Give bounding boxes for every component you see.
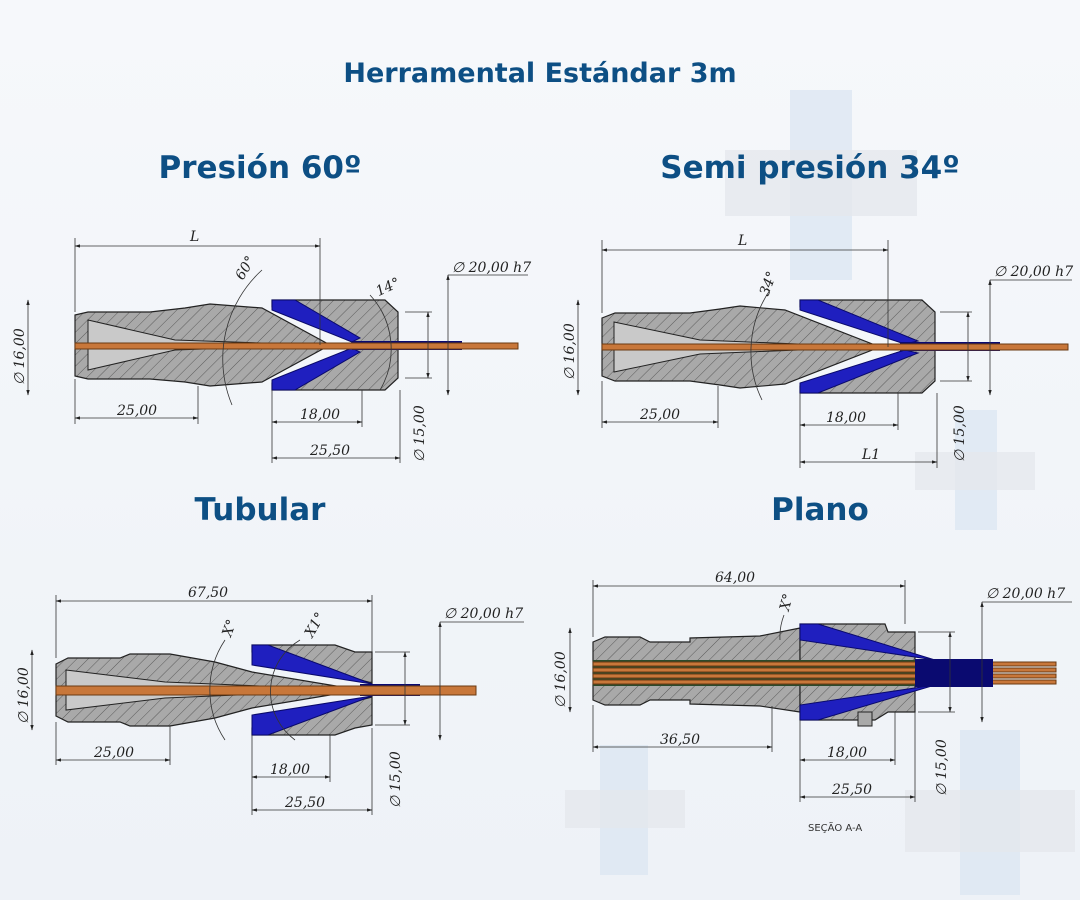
page-title: Herramental Estándar 3m xyxy=(343,58,737,89)
section-title-tubular: Tubular xyxy=(194,492,326,528)
dim-angle-34: 34° xyxy=(757,269,781,298)
dim-18: 18,00 xyxy=(270,762,310,778)
tool-holder xyxy=(251,644,373,736)
background-plus-decoration xyxy=(725,150,917,216)
dim-angle-60: 60° xyxy=(233,253,259,283)
dim-dia-20: ∅ 20,00 h7 xyxy=(994,264,1073,280)
dim-dia-16: ∅ 16,00 xyxy=(562,323,578,380)
drawing-plano: 64,00 X° ∅ 20,00 h7 ∅ 16,00 36,50 18,00 … xyxy=(553,570,1072,834)
conductor-tube xyxy=(55,685,477,696)
dim-25: 25,00 xyxy=(93,745,134,761)
dim-L: L xyxy=(737,233,747,249)
dim-L: L xyxy=(189,229,199,245)
dim-dia-15: ∅ 15,00 xyxy=(388,751,404,808)
dim-angle-X: X° xyxy=(219,617,240,639)
dim-18: 18,00 xyxy=(826,410,866,426)
drawing-tubular: 67,50 X° X1° ∅ 20,00 h7 ∅ 16,00 25,00 18… xyxy=(16,585,524,815)
core-tip xyxy=(915,659,993,687)
flat-wire xyxy=(592,673,1057,679)
section-title-semi-presion: Semi presión 34º xyxy=(660,150,960,186)
dim-dia-20: ∅ 20,00 h7 xyxy=(444,606,523,622)
set-screw xyxy=(857,711,873,727)
dim-dia-16: ∅ 16,00 xyxy=(12,328,28,385)
dim-angle-X: X° xyxy=(777,592,797,613)
dim-25-50: 25,50 xyxy=(831,782,872,798)
dim-L1: L1 xyxy=(861,447,880,463)
dim-angle-X1: X1° xyxy=(301,610,328,641)
flat-wire xyxy=(592,679,1057,685)
blue-insert-bottom xyxy=(799,349,920,394)
flat-wire xyxy=(592,667,1057,673)
conductor-wire xyxy=(74,342,519,350)
dim-angle-14: 14° xyxy=(373,275,402,300)
conductor-wire xyxy=(601,343,1069,351)
blue-insert-top xyxy=(271,299,362,343)
dim-dia-16: ∅ 16,00 xyxy=(553,651,569,708)
dim-36-50: 36,50 xyxy=(660,732,700,748)
dim-dia-16: ∅ 16,00 xyxy=(16,667,32,724)
dim-25: 25,00 xyxy=(639,407,680,423)
background-plus-decoration xyxy=(565,790,685,828)
section-caption: SEÇÃO A-A xyxy=(808,821,862,834)
dim-67-50: 67,50 xyxy=(188,585,228,601)
flat-wire xyxy=(592,661,1057,667)
dim-18: 18,00 xyxy=(827,745,867,761)
dim-64: 64,00 xyxy=(715,570,755,586)
section-title-presion: Presión 60º xyxy=(158,150,362,186)
dim-dia-20: ∅ 20,00 h7 xyxy=(986,586,1065,602)
background-plus-decoration xyxy=(905,790,1075,852)
section-title-plano: Plano xyxy=(771,492,869,528)
dim-18: 18,00 xyxy=(300,407,340,423)
dim-dia-20: ∅ 20,00 h7 xyxy=(452,260,531,276)
background-plus-decoration xyxy=(915,452,1035,490)
drawing-semi-presion: L 34° ∅ 20,00 h7 ∅ 16,00 25,00 18,00 L1 … xyxy=(562,233,1073,468)
dim-dia-15: ∅ 15,00 xyxy=(952,405,968,462)
dim-dia-15: ∅ 15,00 xyxy=(934,739,950,796)
dim-25-50: 25,50 xyxy=(284,795,325,811)
dim-dia-15: ∅ 15,00 xyxy=(412,405,428,462)
dim-25: 25,00 xyxy=(116,403,157,419)
drawing-presion: L 60° 14° ∅ 20,00 h7 ∅ 16,00 25,00 18,00… xyxy=(12,229,531,463)
dim-25-50: 25,50 xyxy=(309,443,350,459)
